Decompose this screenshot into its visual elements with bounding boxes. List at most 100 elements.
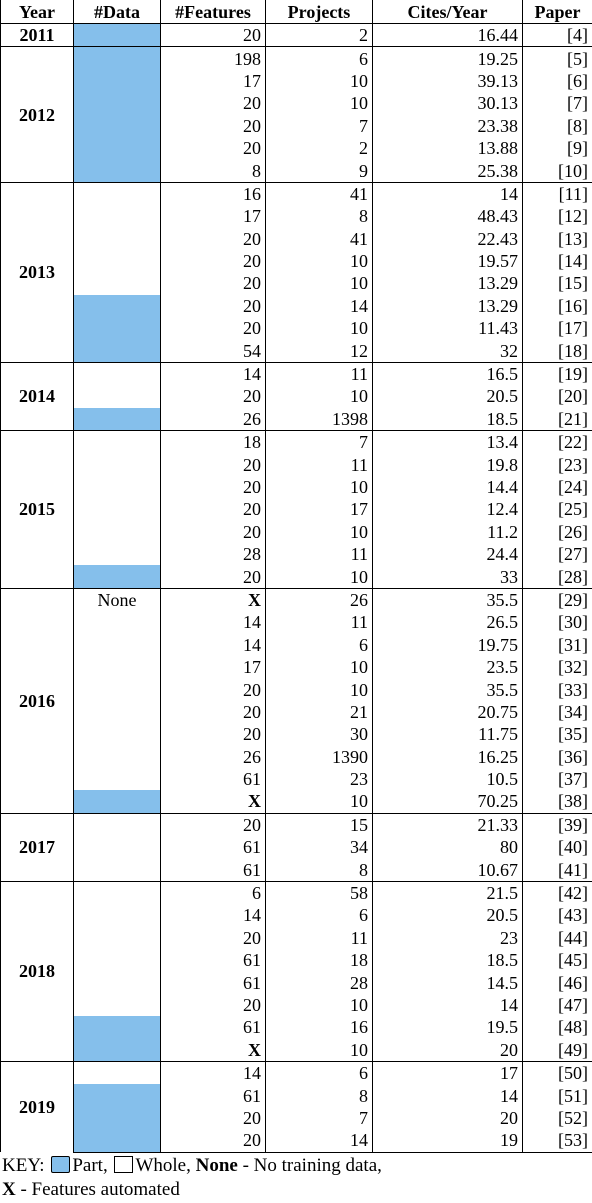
- paper-cell: [21]: [523, 408, 592, 431]
- paper-cell: [10]: [523, 159, 592, 182]
- year-cell: 2011: [1, 24, 74, 47]
- data-cell: [74, 543, 161, 565]
- data-cell: [74, 678, 161, 700]
- paper-cell: [53]: [523, 1129, 592, 1152]
- data-cell: [74, 994, 161, 1016]
- paper-cell: [51]: [523, 1084, 592, 1106]
- cites-cell: 19: [373, 1129, 523, 1152]
- paper-cell: [24]: [523, 476, 592, 498]
- cites-cell: 30.13: [373, 92, 523, 114]
- features-cell: 61: [161, 1016, 266, 1038]
- key-none: None: [196, 1155, 238, 1176]
- cites-cell: 16.44: [373, 24, 523, 47]
- cites-cell: 13.29: [373, 295, 523, 317]
- cites-cell: 19.57: [373, 250, 523, 272]
- cites-cell: 35.5: [373, 588, 523, 611]
- cites-cell: 39.13: [373, 70, 523, 92]
- paper-cell: [20]: [523, 385, 592, 407]
- features-cell: 16: [161, 182, 266, 205]
- data-cell: [74, 317, 161, 339]
- paper-cell: [49]: [523, 1039, 592, 1062]
- features-cell: 8: [161, 159, 266, 182]
- paper-cell: [52]: [523, 1107, 592, 1129]
- features-cell: 18: [161, 431, 266, 454]
- projects-cell: 11: [266, 611, 373, 633]
- features-cell: 20: [161, 813, 266, 836]
- projects-cell: 1398: [266, 408, 373, 431]
- paper-cell: [12]: [523, 205, 592, 227]
- cites-cell: 16.5: [373, 362, 523, 385]
- data-cell: [74, 790, 161, 813]
- data-cell: [74, 565, 161, 588]
- projects-cell: 41: [266, 228, 373, 250]
- year-cell: 2016: [1, 588, 74, 813]
- data-cell: [74, 385, 161, 407]
- data-cell: [74, 47, 161, 70]
- projects-cell: 2: [266, 24, 373, 47]
- data-cell: [74, 927, 161, 949]
- data-cell: [74, 453, 161, 475]
- paper-cell: [5]: [523, 47, 592, 70]
- paper-cell: [32]: [523, 656, 592, 678]
- projects-cell: 10: [266, 250, 373, 272]
- data-cell: [74, 159, 161, 182]
- data-cell: [74, 768, 161, 790]
- key: KEY: Part, Whole, None - No training dat…: [0, 1153, 592, 1203]
- data-cell: [74, 250, 161, 272]
- paper-cell: [31]: [523, 634, 592, 656]
- paper-cell: [6]: [523, 70, 592, 92]
- paper-cell: [45]: [523, 949, 592, 971]
- projects-cell: 6: [266, 904, 373, 926]
- data-cell: [74, 205, 161, 227]
- data-cell: [74, 634, 161, 656]
- cites-cell: 11.2: [373, 521, 523, 543]
- paper-cell: [47]: [523, 994, 592, 1016]
- paper-cell: [11]: [523, 182, 592, 205]
- cites-cell: 13.4: [373, 431, 523, 454]
- key-label: KEY:: [2, 1155, 45, 1176]
- features-cell: 20: [161, 1129, 266, 1152]
- paper-cell: [16]: [523, 295, 592, 317]
- features-cell: 54: [161, 339, 266, 362]
- features-cell: 61: [161, 836, 266, 858]
- projects-cell: 23: [266, 768, 373, 790]
- projects-cell: 10: [266, 521, 373, 543]
- cites-cell: 13.29: [373, 272, 523, 294]
- paper-cell: [14]: [523, 250, 592, 272]
- projects-cell: 10: [266, 70, 373, 92]
- features-cell: 20: [161, 385, 266, 407]
- data-cell: [74, 1061, 161, 1084]
- data-cell: [74, 431, 161, 454]
- projects-cell: 28: [266, 971, 373, 993]
- cites-cell: 20: [373, 1039, 523, 1062]
- data-cell: [74, 115, 161, 137]
